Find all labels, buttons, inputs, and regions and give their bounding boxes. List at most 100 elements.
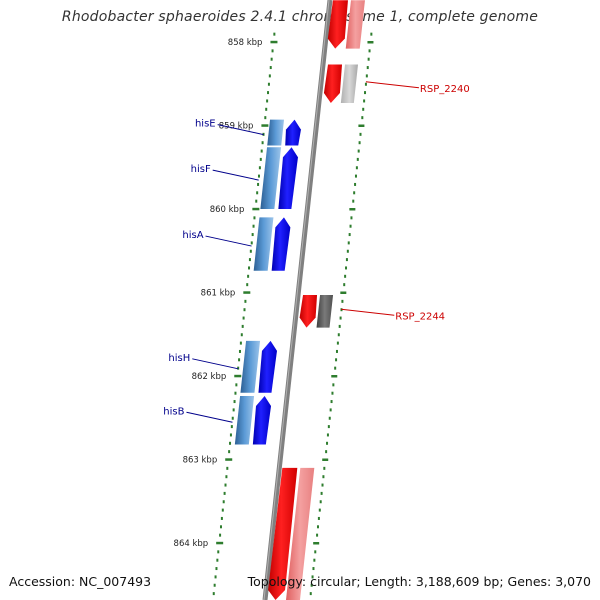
right-dot bbox=[368, 49, 371, 53]
right-dot bbox=[311, 575, 314, 579]
right-dot bbox=[341, 299, 344, 303]
left-dot bbox=[237, 366, 240, 370]
reverse-gene-0 bbox=[327, 0, 348, 49]
left-dot bbox=[213, 583, 216, 587]
gene-RSP_2240-leader bbox=[365, 81, 419, 89]
tick-mark bbox=[270, 40, 278, 44]
right-dot bbox=[364, 82, 367, 86]
cds-hisB bbox=[234, 396, 255, 445]
left-dot bbox=[249, 249, 252, 253]
gene-RSP_2244-leader bbox=[341, 308, 395, 316]
reverse-gene-1 bbox=[268, 467, 298, 600]
right-dot bbox=[348, 233, 351, 237]
cds-hisH bbox=[240, 340, 261, 393]
right-dot bbox=[313, 558, 316, 562]
accession-label: Accession: NC_007493 bbox=[9, 574, 152, 589]
right-dot bbox=[352, 199, 355, 203]
left-dot bbox=[238, 349, 241, 353]
right-dot bbox=[331, 375, 338, 378]
backbone-line bbox=[262, 0, 333, 600]
left-dot bbox=[220, 516, 223, 520]
gene-hisF-label: hisF bbox=[191, 164, 211, 175]
right-dot bbox=[365, 74, 368, 78]
right-dot bbox=[363, 99, 366, 103]
left-dot bbox=[241, 324, 244, 328]
left-dot bbox=[256, 191, 259, 195]
right-dot bbox=[335, 358, 338, 362]
right-dot bbox=[323, 466, 326, 470]
tick-mark bbox=[216, 541, 224, 545]
left-dot bbox=[248, 266, 251, 270]
gene-hisH-leader bbox=[192, 358, 239, 370]
right-dot bbox=[326, 441, 329, 445]
tick-label: 861 kbp bbox=[201, 289, 236, 299]
left-dot bbox=[271, 49, 274, 53]
cds-hisA bbox=[253, 217, 274, 271]
right-dot bbox=[367, 57, 370, 61]
right-dot bbox=[312, 567, 315, 571]
right-dot bbox=[340, 291, 347, 294]
tick-label: 858 kbp bbox=[228, 38, 263, 48]
left-dot bbox=[212, 592, 215, 596]
right-dot bbox=[332, 383, 335, 387]
right-dot bbox=[320, 491, 323, 495]
right-dot bbox=[343, 283, 346, 287]
left-dot bbox=[247, 274, 250, 278]
left-dot bbox=[231, 416, 234, 420]
left-dot bbox=[244, 299, 247, 303]
right-dot bbox=[327, 425, 330, 429]
right-dot bbox=[309, 592, 312, 596]
left-dot bbox=[224, 483, 227, 487]
right-dot bbox=[345, 258, 348, 262]
right-dot bbox=[358, 124, 365, 127]
right-dot bbox=[325, 450, 328, 454]
right-dot bbox=[344, 274, 347, 278]
left-dot bbox=[261, 141, 264, 145]
right-dot bbox=[316, 533, 319, 537]
right-dot bbox=[364, 91, 367, 95]
tick-mark bbox=[234, 374, 242, 378]
left-dot bbox=[270, 57, 273, 61]
left-dot bbox=[265, 107, 268, 111]
left-dot bbox=[219, 533, 222, 537]
right-dot bbox=[321, 483, 324, 487]
gene-hisH-label: hisH bbox=[168, 353, 190, 364]
tick-mark bbox=[261, 124, 269, 127]
right-dot bbox=[350, 216, 353, 220]
left-dot bbox=[248, 258, 251, 262]
gene-hisB-label: hisB bbox=[163, 406, 184, 417]
left-dot bbox=[235, 383, 238, 387]
left-dot bbox=[266, 99, 269, 103]
left-dot bbox=[233, 400, 236, 404]
right-dot bbox=[339, 316, 342, 320]
right-dot bbox=[331, 391, 334, 395]
right-dot bbox=[354, 174, 357, 178]
right-dot bbox=[322, 458, 329, 461]
right-dot bbox=[359, 132, 362, 136]
left-dot bbox=[215, 567, 218, 571]
gene-hisA-label: hisA bbox=[182, 230, 203, 241]
right-dot bbox=[367, 41, 374, 44]
gene-RSP_2244-label: RSP_2244 bbox=[395, 311, 445, 322]
right-dot bbox=[322, 475, 325, 479]
right-dot bbox=[362, 107, 365, 111]
left-dot bbox=[243, 308, 246, 312]
gene-RSP_2244 bbox=[299, 295, 318, 328]
left-dot bbox=[214, 575, 217, 579]
left-dot bbox=[230, 425, 233, 429]
left-dot bbox=[223, 491, 226, 495]
right-dot bbox=[335, 349, 338, 353]
left-dot bbox=[267, 91, 270, 95]
right-dot bbox=[346, 249, 349, 253]
left-dot bbox=[238, 358, 241, 362]
left-dot bbox=[269, 66, 272, 70]
right-dot bbox=[370, 32, 373, 36]
tick-label: 859 kbp bbox=[219, 122, 254, 132]
cds-hisF bbox=[260, 147, 282, 209]
reverse-cds-1 bbox=[286, 467, 315, 600]
right-dot bbox=[313, 542, 320, 545]
right-dot bbox=[355, 166, 358, 170]
gene-hisF bbox=[278, 147, 298, 209]
left-dot bbox=[273, 32, 276, 36]
